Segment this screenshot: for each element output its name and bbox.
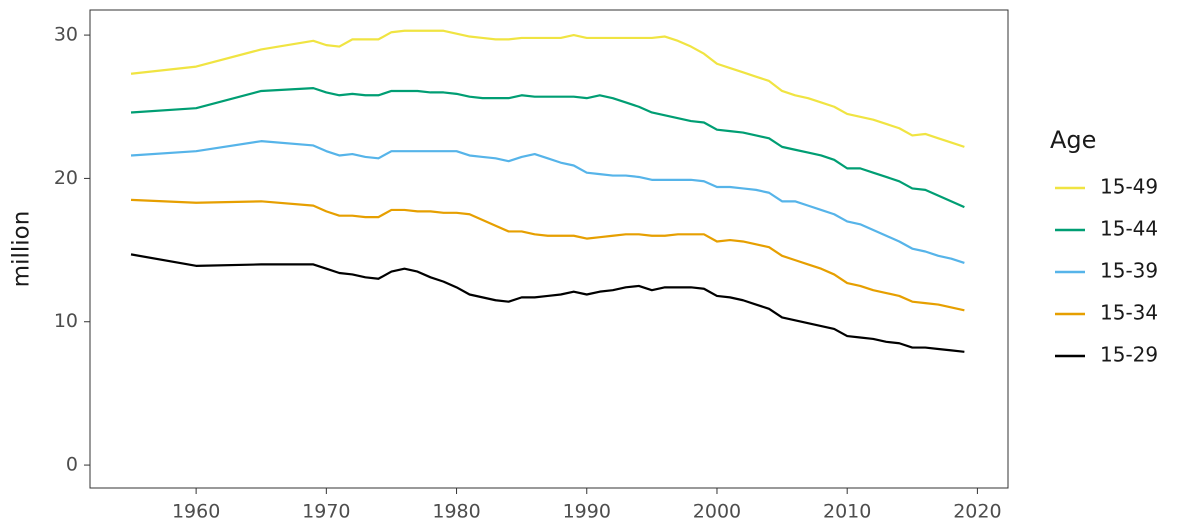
y-axis-label: million <box>9 211 35 288</box>
panel-border <box>89 9 1009 489</box>
series-line <box>130 140 965 265</box>
x-tick-label: 1970 <box>302 501 350 523</box>
series-line <box>130 198 965 312</box>
x-tick-label: 1980 <box>432 501 480 523</box>
x-tick-label: 1960 <box>172 501 220 523</box>
legend-label: 15-29 <box>1100 343 1158 367</box>
x-tick-label: 2020 <box>953 501 1001 523</box>
x-tick-label: 2010 <box>823 501 871 523</box>
legend-label: 15-44 <box>1100 217 1158 241</box>
y-tick-label: 0 <box>66 454 78 476</box>
legend-label: 15-39 <box>1100 259 1158 283</box>
x-tick-label: 2000 <box>693 501 741 523</box>
series-line <box>130 253 965 353</box>
series-line <box>130 87 965 209</box>
y-tick-label: 20 <box>54 167 78 189</box>
legend-title: Age <box>1050 126 1096 154</box>
legend-label: 15-49 <box>1100 175 1158 199</box>
x-tick-label: 1990 <box>563 501 611 523</box>
series-line <box>130 29 965 148</box>
legend-label: 15-34 <box>1100 301 1158 325</box>
y-tick-label: 30 <box>54 24 78 46</box>
y-tick-label: 10 <box>54 310 78 332</box>
